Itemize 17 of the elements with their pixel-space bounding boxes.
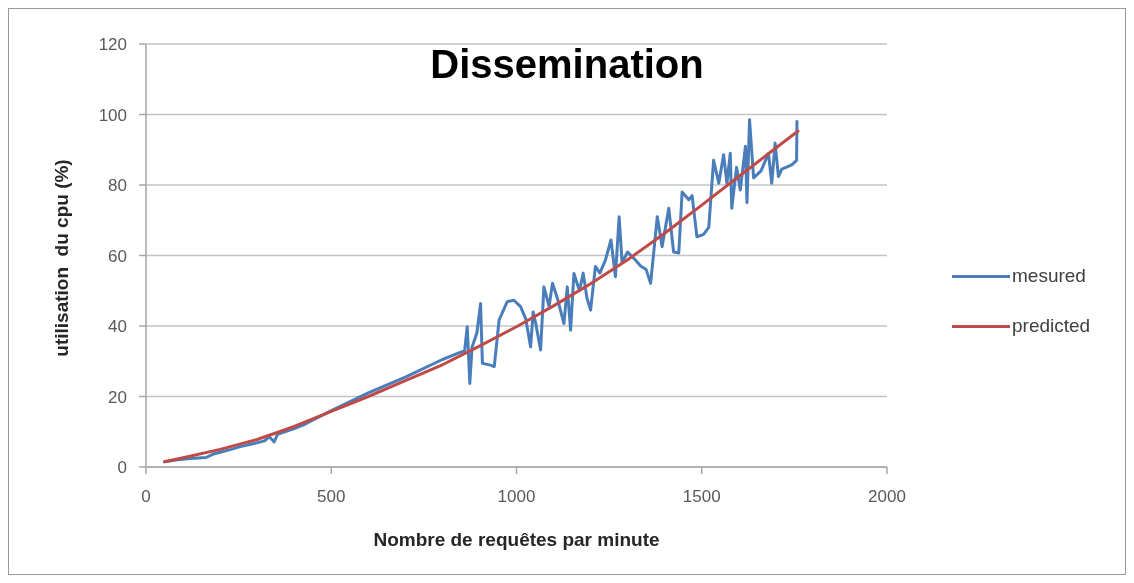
chart-title: Dissemination	[430, 42, 704, 86]
y-tick-label: 0	[117, 458, 127, 478]
y-tick-label: 80	[108, 176, 127, 196]
legend-label: predicted	[1012, 315, 1091, 337]
y-tick-label: 20	[108, 387, 127, 407]
x-tick-label: 0	[141, 487, 151, 507]
x-tick-label: 1500	[682, 487, 721, 507]
x-tick-label: 500	[317, 487, 346, 507]
y-tick-label: 60	[108, 246, 127, 266]
legend-label: mesured	[1012, 265, 1086, 287]
y-tick-label: 40	[108, 317, 127, 337]
y-tick-label: 100	[98, 105, 127, 125]
x-axis-title: Nombre de requêtes par minute	[372, 528, 661, 552]
x-tick-label: 1000	[497, 487, 536, 507]
x-tick-label: 2000	[868, 487, 906, 507]
y-tick-label: 120	[98, 35, 127, 55]
y-axis-title: utilisation du cpu (%)	[50, 159, 73, 357]
